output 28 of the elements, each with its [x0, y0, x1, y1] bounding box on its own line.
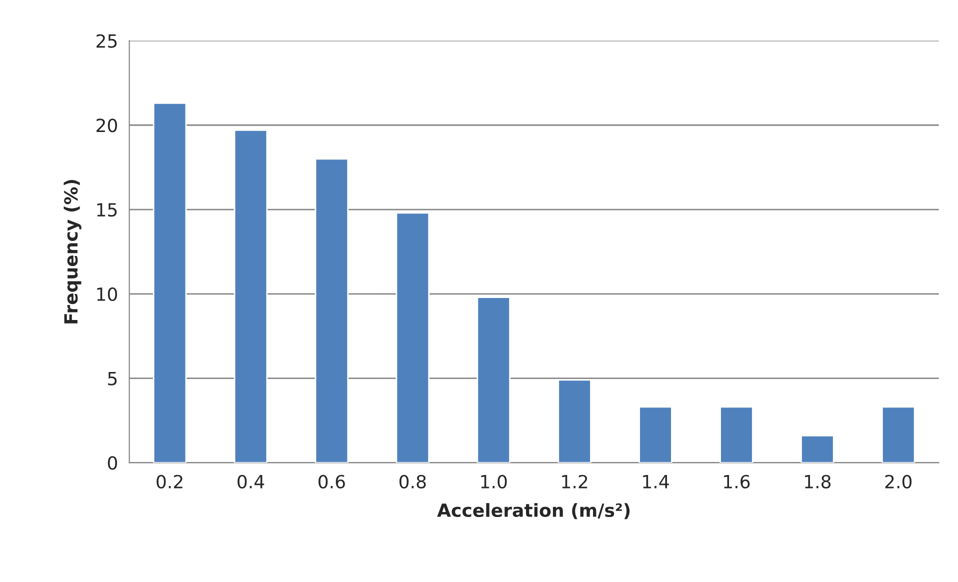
bar: [638, 406, 672, 463]
y-axis-title: Frequency (%): [64, 180, 82, 324]
x-tick-label: 2.0: [885, 474, 912, 488]
x-tick-label: 1.6: [724, 474, 750, 488]
x-tick-label: 0.6: [318, 474, 345, 488]
bar: [234, 130, 268, 463]
y-tick-label: 5: [108, 372, 117, 386]
x-tick-label: 1.2: [562, 474, 588, 488]
x-tick-label: 1.0: [481, 474, 507, 488]
bar: [152, 102, 187, 463]
y-tick-label: 25: [96, 34, 117, 48]
bar: [720, 406, 754, 463]
x-tick-label: 0.2: [156, 474, 182, 488]
bar: [881, 406, 916, 463]
bar: [396, 212, 430, 463]
x-tick-label: 0.4: [238, 474, 264, 488]
x-tick-label: 0.8: [399, 474, 426, 488]
y-tick-label: 10: [97, 287, 118, 302]
y-tick-label: 20: [96, 118, 118, 132]
bar: [558, 379, 592, 463]
x-axis-title: Acceleration (m/s²): [437, 503, 630, 520]
x-tick-label: 1.4: [643, 475, 669, 488]
y-tick-label: 15: [97, 203, 117, 217]
y-tick-label: 0: [108, 456, 118, 470]
x-tick-label: 1.8: [805, 474, 831, 488]
bar: [800, 434, 834, 463]
bar: [476, 296, 510, 463]
bar: [314, 158, 349, 463]
